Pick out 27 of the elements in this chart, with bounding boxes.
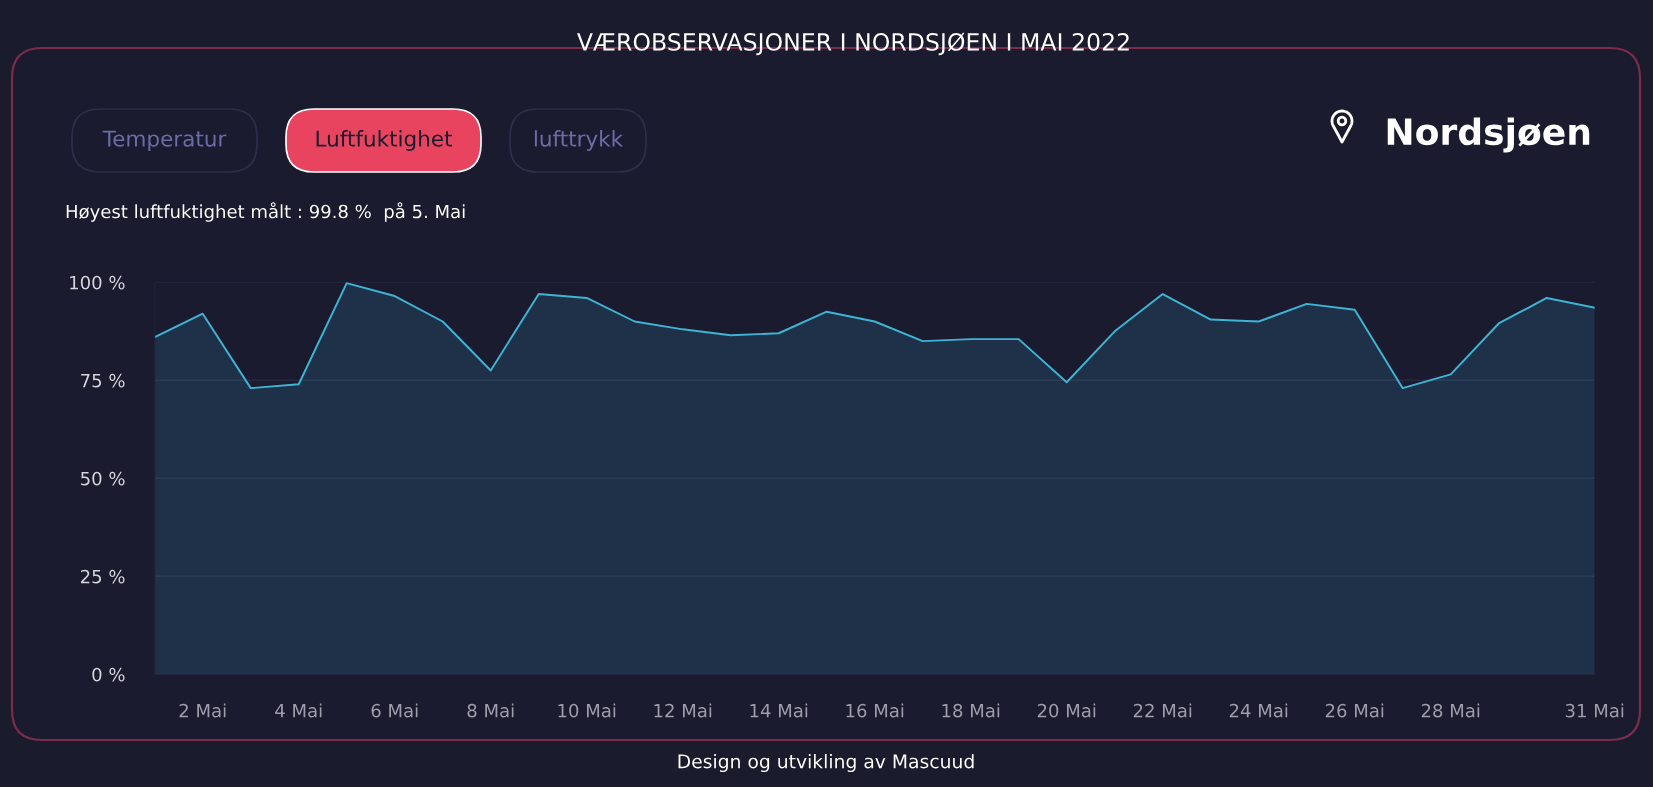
x-tick-label: 20 Mai [1037, 703, 1096, 718]
text: Temperatur [102, 130, 227, 151]
x-tick-label: 4 Mai [275, 703, 322, 718]
x-tick-label: 6 Mai [371, 703, 418, 718]
x-tick-label: 10 Mai [558, 703, 616, 718]
text: Høyest luftfuktighet målt : 99.8 % på 5. Mai [66, 202, 465, 222]
text: lufttrykk [534, 130, 624, 151]
x-tick-label: 24 Mai [1229, 703, 1288, 718]
x-tick-label: 22 Mai [1133, 703, 1192, 718]
text: Design og utvikling av Mascuud [678, 753, 974, 773]
y-tick-label: 25 % [80, 569, 125, 584]
x-tick-label: 18 Mai [942, 703, 1000, 718]
x-tick-label: 28 Mai [1421, 703, 1480, 718]
x-tick-label: 2 Mai [179, 703, 226, 718]
x-tick-label: 14 Mai [750, 703, 808, 718]
x-tick-label: 31 Mai [1565, 703, 1624, 718]
y-tick-label: 100 % [70, 275, 125, 290]
text: Luftfuktighet [316, 130, 452, 151]
y-tick-label: 0 % [92, 667, 125, 682]
y-tick-label: 50 % [81, 471, 125, 486]
y-tick-label: 75 % [81, 373, 125, 388]
x-tick-label: 16 Mai [846, 703, 904, 718]
x-tick-label: 12 Mai [654, 703, 712, 718]
x-tick-label: 26 Mai [1325, 703, 1384, 718]
x-tick-label: 8 Mai [467, 703, 514, 718]
chart-title: VÆROBSERVASJONER I NORDSJØEN I MAI 2022 [577, 32, 1129, 56]
text: Nordsjøen [1387, 117, 1590, 153]
